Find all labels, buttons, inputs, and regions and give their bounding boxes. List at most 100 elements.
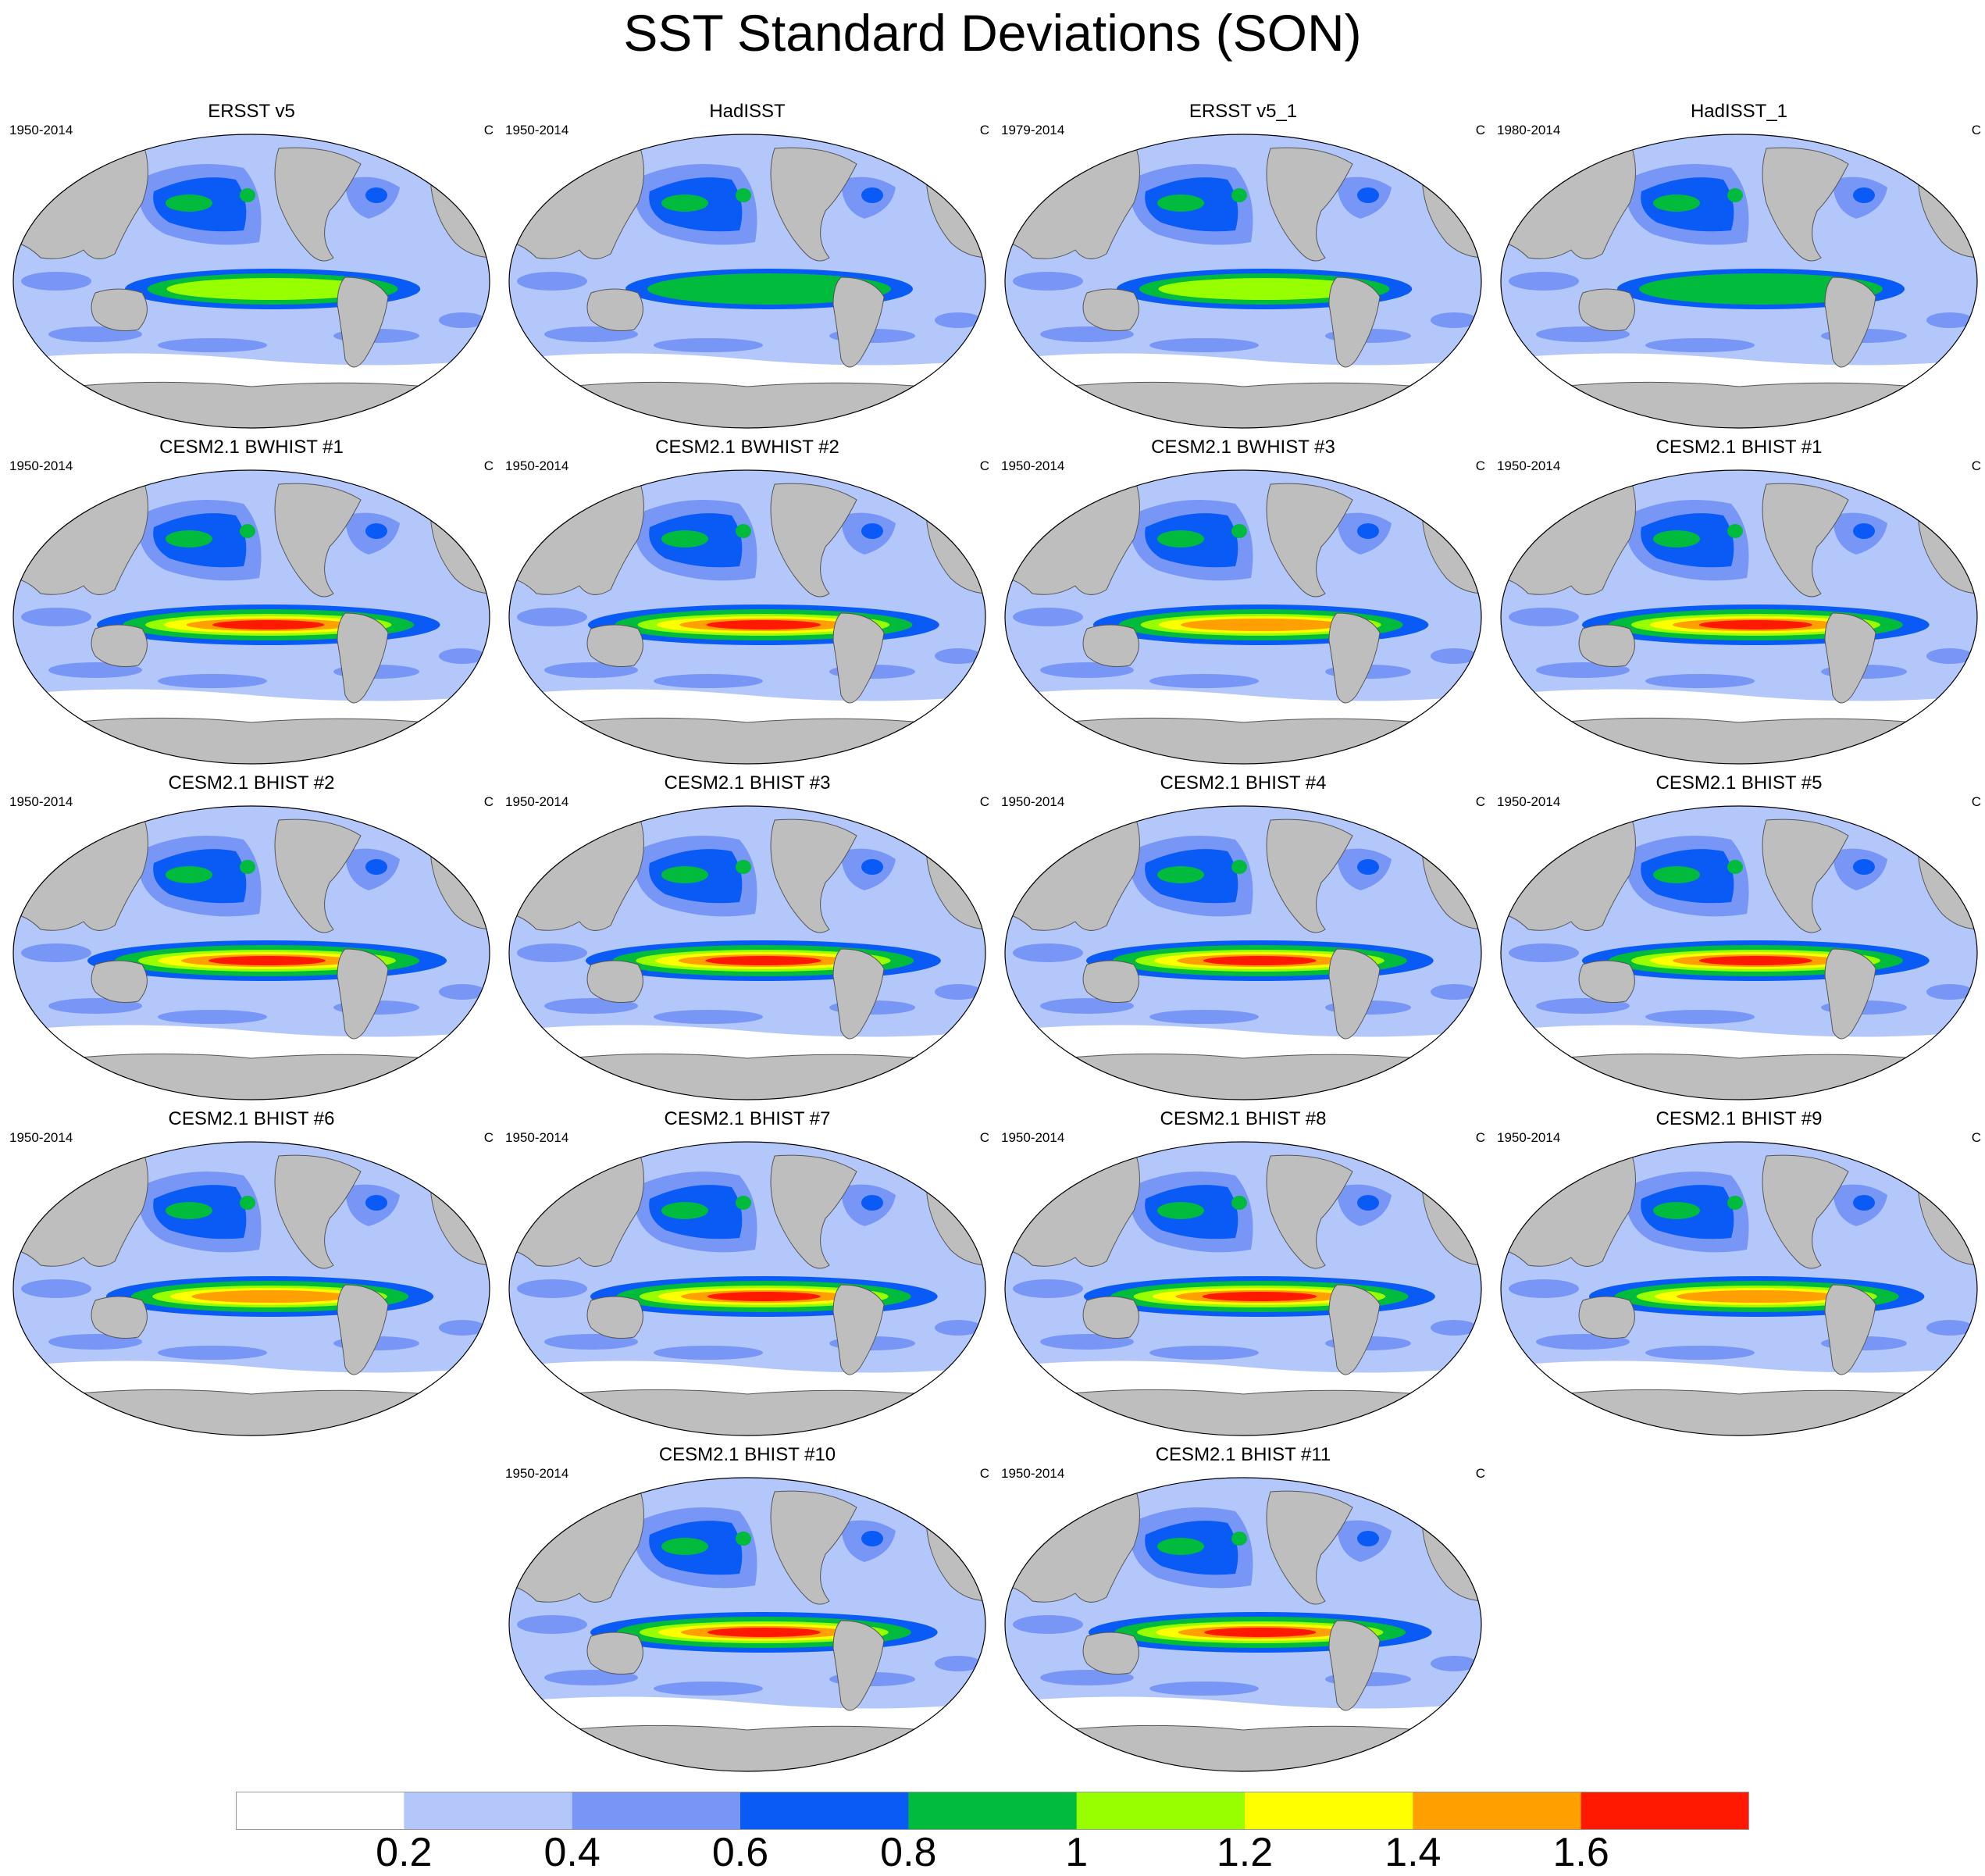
panel-unit: C bbox=[979, 794, 989, 809]
map-panel: CESM2.1 BHIST #9 1950-2014 C bbox=[1497, 1107, 1981, 1439]
panel-unit: C bbox=[483, 1130, 494, 1145]
colorbar-swatch bbox=[572, 1792, 741, 1830]
colorbar-tick-label: 1 bbox=[1065, 1830, 1089, 1875]
panel-period: 1950-2014 bbox=[9, 458, 73, 473]
colorbar-tick-label: 1.2 bbox=[1216, 1830, 1274, 1875]
map-panel: CESM2.1 BHIST #6 1950-2014 C bbox=[9, 1107, 494, 1439]
panel-period: 1950-2014 bbox=[505, 123, 569, 137]
panel-title: CESM2.1 BHIST #3 bbox=[664, 772, 831, 794]
colorbar-swatch bbox=[1413, 1792, 1582, 1830]
panel-period: 1950-2014 bbox=[9, 1130, 73, 1145]
panel-unit: C bbox=[979, 1130, 989, 1145]
panel-period: 1950-2014 bbox=[1497, 794, 1561, 809]
sst-map bbox=[508, 805, 986, 1100]
sst-map bbox=[1500, 1141, 1978, 1436]
panel-title: CESM2.1 BWHIST #1 bbox=[159, 437, 344, 458]
panel-unit: C bbox=[979, 123, 989, 137]
map-panel: CESM2.1 BWHIST #3 1950-2014 C bbox=[1001, 436, 1485, 768]
sst-map bbox=[12, 469, 490, 765]
panel-period: 1979-2014 bbox=[1001, 123, 1065, 137]
map-panel: HadISST_1 1980-2014 C bbox=[1497, 100, 1981, 432]
map-panel: HadISST 1950-2014 C bbox=[505, 100, 989, 432]
panel-unit: C bbox=[979, 458, 989, 473]
panel-title: CESM2.1 BHIST #8 bbox=[1160, 1108, 1327, 1129]
colorbar-swatch bbox=[236, 1792, 404, 1830]
panel-unit: C bbox=[1475, 794, 1485, 809]
sst-map bbox=[1500, 134, 1978, 429]
panel-title: CESM2.1 BWHIST #3 bbox=[1151, 437, 1335, 458]
figure-title: SST Standard Deviations (SON) bbox=[623, 4, 1362, 62]
colorbar-swatch bbox=[740, 1792, 909, 1830]
colorbar-tick-label: 1.6 bbox=[1552, 1830, 1609, 1875]
colorbar-swatch bbox=[1076, 1792, 1246, 1830]
panel-period: 1950-2014 bbox=[1497, 458, 1561, 473]
colorbar-swatch bbox=[404, 1792, 573, 1830]
map-panel: CESM2.1 BHIST #2 1950-2014 C bbox=[9, 772, 494, 1104]
panel-unit: C bbox=[1475, 458, 1485, 473]
panel-title: ERSST v5 bbox=[208, 101, 295, 122]
map-panel: ERSST v5_1 1979-2014 C bbox=[1001, 100, 1485, 432]
colorbar-swatch bbox=[1581, 1792, 1749, 1830]
panel-title: CESM2.1 BWHIST #2 bbox=[655, 437, 839, 458]
sst-map bbox=[508, 469, 986, 765]
panel-unit: C bbox=[1971, 794, 1981, 809]
colorbar-tick-label: 0.8 bbox=[880, 1830, 937, 1875]
panel-title: CESM2.1 BHIST #2 bbox=[168, 772, 335, 794]
panel-unit: C bbox=[483, 794, 494, 809]
map-panel: CESM2.1 BWHIST #1 1950-2014 C bbox=[9, 436, 494, 768]
colorbar-tick-label: 0.2 bbox=[376, 1830, 433, 1875]
map-panel: CESM2.1 BHIST #5 1950-2014 C bbox=[1497, 772, 1981, 1104]
panel-period: 1950-2014 bbox=[505, 458, 569, 473]
map-panel: CESM2.1 BHIST #7 1950-2014 C bbox=[505, 1107, 989, 1439]
panel-title: CESM2.1 BHIST #10 bbox=[658, 1444, 836, 1465]
panel-title: CESM2.1 BHIST #4 bbox=[1160, 772, 1327, 794]
map-panel: ERSST v5 1950-2014 C bbox=[9, 100, 494, 432]
panel-period: 1950-2014 bbox=[1497, 1130, 1561, 1145]
sst-map bbox=[1500, 469, 1978, 765]
panel-unit: C bbox=[979, 1466, 989, 1481]
panel-title: CESM2.1 BHIST #6 bbox=[168, 1108, 335, 1129]
map-panel: CESM2.1 BHIST #3 1950-2014 C bbox=[505, 772, 989, 1104]
map-panel: CESM2.1 BHIST #1 1950-2014 C bbox=[1497, 436, 1981, 768]
colorbar-tick-label: 0.4 bbox=[543, 1830, 600, 1875]
sst-map bbox=[12, 1141, 490, 1436]
panel-title: CESM2.1 BHIST #5 bbox=[1655, 772, 1823, 794]
panel-period: 1950-2014 bbox=[9, 123, 73, 137]
colorbar-tick-label: 0.6 bbox=[711, 1830, 769, 1875]
sst-map bbox=[1004, 1141, 1482, 1436]
panel-title: CESM2.1 BHIST #9 bbox=[1655, 1108, 1823, 1129]
panel-title: HadISST_1 bbox=[1690, 101, 1788, 122]
colorbar-swatch bbox=[1245, 1792, 1413, 1830]
panel-unit: C bbox=[483, 123, 494, 137]
panel-unit: C bbox=[1971, 123, 1981, 137]
colorbar-tick-label: 1.4 bbox=[1385, 1830, 1442, 1875]
panel-unit: C bbox=[483, 458, 494, 473]
panel-unit: C bbox=[1475, 1466, 1485, 1481]
panel-title: CESM2.1 BHIST #11 bbox=[1155, 1444, 1331, 1465]
map-panel: CESM2.1 BHIST #10 1950-2014 C bbox=[505, 1443, 989, 1775]
sst-map bbox=[1004, 469, 1482, 765]
sst-map bbox=[12, 805, 490, 1100]
panel-unit: C bbox=[1475, 1130, 1485, 1145]
panel-period: 1950-2014 bbox=[1001, 458, 1065, 473]
panel-period: 1980-2014 bbox=[1497, 123, 1561, 137]
panel-unit: C bbox=[1971, 1130, 1981, 1145]
panel-period: 1950-2014 bbox=[505, 1466, 569, 1481]
panel-period: 1950-2014 bbox=[1001, 1130, 1065, 1145]
panel-title: HadISST bbox=[709, 101, 786, 122]
sst-map bbox=[508, 1141, 986, 1436]
panel-period: 1950-2014 bbox=[505, 1130, 569, 1145]
sst-map bbox=[508, 134, 986, 429]
map-panel: CESM2.1 BHIST #8 1950-2014 C bbox=[1001, 1107, 1485, 1439]
panel-title: CESM2.1 BHIST #1 bbox=[1655, 437, 1823, 458]
panel-period: 1950-2014 bbox=[1001, 1466, 1065, 1481]
panel-title: ERSST v5_1 bbox=[1189, 101, 1298, 122]
map-panel: CESM2.1 BHIST #4 1950-2014 C bbox=[1001, 772, 1485, 1104]
colorbar-swatch bbox=[908, 1792, 1078, 1830]
sst-map bbox=[1500, 805, 1978, 1100]
colorbar-labels: 0.2 0.4 0.6 0.8 1 1.2 1.4 1.6 bbox=[0, 1829, 1985, 1876]
sst-map bbox=[1004, 1477, 1482, 1772]
panel-period: 1950-2014 bbox=[9, 794, 73, 809]
panel-title: CESM2.1 BHIST #7 bbox=[664, 1108, 831, 1129]
sst-map bbox=[1004, 805, 1482, 1100]
